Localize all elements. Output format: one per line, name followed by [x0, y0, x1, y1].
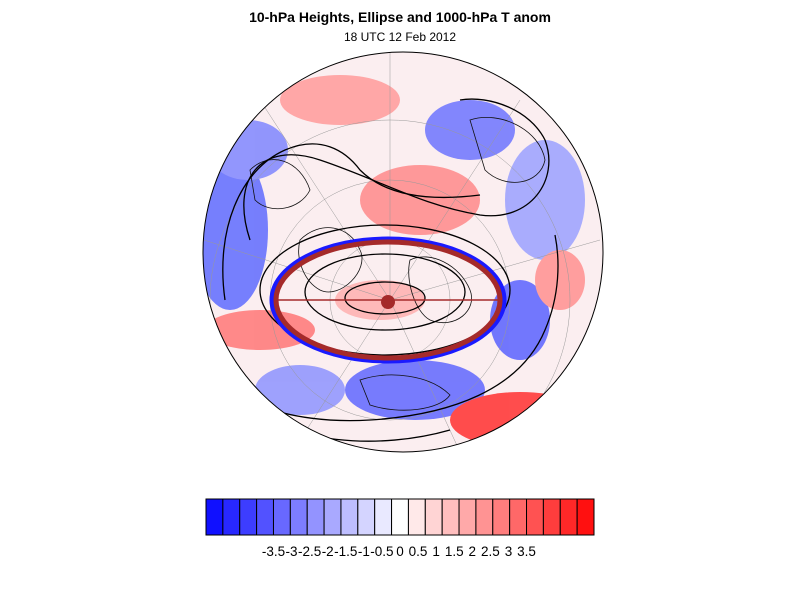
anomaly-cold-south	[345, 360, 485, 420]
colorbar-box	[306, 498, 325, 536]
colorbar-box	[256, 498, 274, 536]
graticule	[203, 52, 601, 452]
colorbar-box	[357, 498, 376, 536]
meridian-line	[389, 299, 461, 452]
figure-title: 10-hPa Heights, Ellipse and 1000-hPa T a…	[249, 9, 551, 25]
colorbar-tick-label: -1.5	[334, 544, 357, 559]
meridian-line	[203, 239, 391, 301]
colorbar-box	[424, 498, 443, 536]
coastline	[408, 256, 472, 323]
coastlines	[249, 117, 546, 411]
colorbar-tick-label: -2.5	[298, 544, 321, 559]
colorbar-box	[340, 498, 359, 536]
coastline	[249, 159, 311, 209]
anomaly-cold-northeast	[505, 140, 585, 260]
anomaly-warm-east	[535, 250, 585, 310]
colorbar-tick-label: 0	[396, 544, 404, 559]
colorbar-box	[509, 498, 528, 536]
colorbar-box	[222, 498, 241, 536]
colorbar-tick-label: 1	[432, 544, 440, 559]
anomaly-warm-north	[280, 75, 400, 125]
colorbar-tick-label: -3.5	[262, 544, 285, 559]
colorbar-boxes	[205, 498, 595, 536]
meridian-line	[389, 239, 601, 301]
colorbar-tick-label: 3.5	[517, 544, 536, 559]
figure-subtitle: 18 UTC 12 Feb 2012	[343, 30, 457, 44]
colorbar-tick-label: -2	[322, 544, 334, 559]
anomaly-warm-west	[205, 310, 315, 350]
meridian-line	[259, 99, 391, 301]
colorbar-tick-label: 2	[469, 544, 477, 559]
anomaly-cold-southwest	[255, 365, 345, 415]
anomaly-cold-north	[425, 100, 515, 160]
ellipse-centroid-marker	[381, 295, 395, 309]
meridian-line	[389, 99, 521, 301]
colorbar-box	[576, 498, 595, 536]
meridian-line	[299, 299, 391, 441]
colorbar-labels: -3.5 -3 -2.5 -2 -1.5 -1 -0.5 0 0.5 1 1.5 2 2.5 3 3.5	[262, 544, 536, 559]
colorbar-box	[239, 498, 258, 536]
colorbar-tick-label: -3	[286, 544, 298, 559]
colorbar-box	[542, 498, 561, 536]
colorbar-box	[526, 498, 544, 536]
colorbar-box	[272, 498, 291, 536]
colorbar-box	[559, 498, 578, 536]
coastline	[469, 117, 546, 183]
colorbar-box	[391, 498, 409, 536]
colorbar-tick-label: 2.5	[481, 544, 500, 559]
colorbar-tick-label: 3	[505, 544, 513, 559]
height-contour	[344, 281, 426, 315]
colorbar-box	[205, 498, 224, 536]
colorbar-tick-label: -0.5	[370, 544, 393, 559]
colorbar-box	[475, 498, 494, 536]
colorbar-box	[374, 498, 393, 536]
coastline	[298, 227, 363, 293]
ellipse-overlay	[269, 236, 507, 364]
colorbar-box	[492, 498, 511, 536]
globe-outline	[202, 51, 604, 453]
height-contour	[259, 224, 511, 356]
colorbar-tick-label: 0.5	[409, 544, 428, 559]
colorbar-box	[458, 498, 477, 536]
height-contour	[222, 143, 481, 301]
colorbar-tick-label: 1.5	[445, 544, 464, 559]
colorbar-box	[407, 498, 426, 536]
colorbar-tick-label: -1	[358, 544, 370, 559]
height-contour	[304, 253, 466, 331]
colorbar-box	[441, 498, 460, 536]
colorbar-box	[323, 498, 342, 536]
coastline	[359, 374, 451, 411]
colorbar-box	[289, 498, 308, 536]
